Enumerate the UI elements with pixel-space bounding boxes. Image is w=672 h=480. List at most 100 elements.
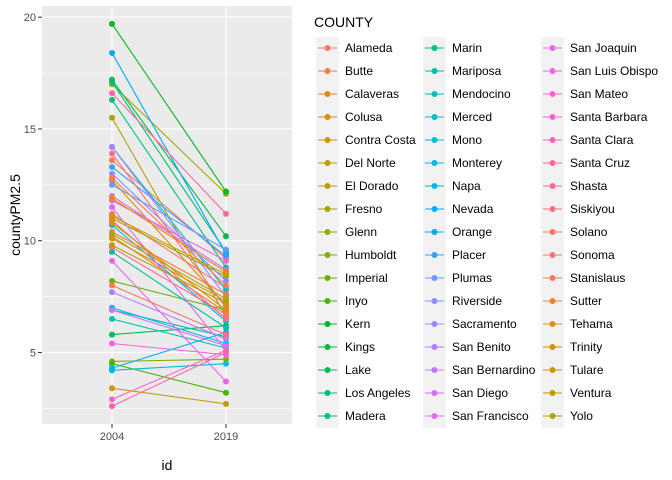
legend-label: San Joaquin: [570, 41, 637, 55]
series-line: [111, 166, 227, 257]
legend-key-point: [549, 413, 556, 419]
legend-item: Lake: [316, 359, 371, 382]
legend-key-point: [324, 390, 331, 396]
legend-key-point: [324, 160, 331, 166]
series-line: [111, 331, 227, 369]
legend-item: Mariposa: [423, 60, 502, 83]
legend-label: Glenn: [345, 225, 377, 239]
series-line: [111, 251, 227, 329]
data-point: [109, 157, 115, 164]
series-line: [111, 244, 227, 304]
data-point: [109, 248, 115, 255]
legend-item: San Francisco: [423, 405, 529, 428]
data-point: [109, 396, 115, 403]
data-point: [223, 246, 229, 253]
legend-item: Del Norte: [316, 152, 396, 175]
series-placer: [109, 163, 229, 260]
legend-key-point: [431, 321, 438, 327]
legend-key-point: [431, 367, 438, 373]
legend-item: Glenn: [316, 221, 377, 244]
legend-key-point: [324, 229, 331, 235]
legend-key-point: [324, 298, 331, 304]
legend-item: San Luis Obispo: [541, 60, 658, 83]
legend-label: San Francisco: [452, 409, 529, 423]
series-line: [111, 224, 227, 322]
legend-key-point: [431, 137, 438, 143]
legend-label: Riverside: [452, 294, 502, 308]
series-stanislaus: [109, 175, 229, 289]
data-point: [223, 400, 229, 407]
data-point: [109, 331, 115, 338]
legend-key-point: [324, 275, 331, 281]
legend-key-point: [549, 275, 556, 281]
legend-label: Plumas: [452, 271, 492, 285]
data-point: [223, 331, 229, 338]
y-tick-label: 5: [30, 347, 36, 359]
data-point: [109, 235, 115, 242]
legend-key-point: [431, 183, 438, 189]
legend-label: Tehama: [570, 317, 613, 331]
legend-key-point: [549, 160, 556, 166]
legend-key-point: [549, 344, 556, 350]
series-line: [111, 215, 227, 275]
legend-label: Tulare: [570, 363, 604, 377]
series-line: [111, 291, 227, 340]
legend-label: Stanislaus: [570, 271, 625, 285]
data-point: [223, 291, 229, 298]
series-line: [111, 307, 227, 345]
legend-title: COUNTY: [314, 14, 374, 30]
data-point: [109, 49, 115, 56]
data-point: [109, 219, 115, 226]
legend-key-point: [324, 137, 331, 143]
series-line: [111, 146, 227, 297]
series-line: [111, 284, 227, 336]
legend-label: Orange: [452, 225, 492, 239]
series-line: [111, 318, 227, 349]
legend-label: Mariposa: [452, 64, 502, 78]
legend-key-point: [549, 45, 556, 51]
legend-key-point: [549, 91, 556, 97]
legend-label: Santa Cruz: [570, 156, 630, 170]
legend-label: Madera: [345, 409, 386, 423]
legend-key-point: [549, 298, 556, 304]
legend-label: Merced: [452, 110, 492, 124]
legend-item: Mono: [423, 129, 482, 152]
legend-item: Los Angeles: [316, 382, 410, 405]
legend-item: Placer: [423, 244, 486, 267]
legend-key-point: [324, 252, 331, 258]
data-point: [223, 295, 229, 302]
data-point: [223, 389, 229, 396]
series-line: [111, 177, 227, 286]
legend-key-point: [324, 367, 331, 373]
x-tick-label: 2004: [100, 431, 124, 443]
data-point: [109, 360, 115, 367]
data-point: [109, 231, 115, 237]
data-point: [223, 349, 229, 356]
data-point: [109, 204, 115, 211]
legend-item: Plumas: [423, 267, 492, 290]
data-point: [109, 163, 115, 170]
data-point: [109, 242, 115, 249]
legend-label: Monterey: [452, 156, 502, 170]
legend-item: Orange: [423, 221, 492, 244]
series-san-diego: [109, 307, 229, 349]
data-point: [109, 257, 115, 264]
legend-label: Butte: [345, 64, 373, 78]
legend-key-point: [549, 367, 556, 373]
legend-label: San Luis Obispo: [570, 64, 658, 78]
legend-key-point: [324, 68, 331, 74]
data-point: [223, 315, 229, 322]
data-point: [223, 360, 229, 367]
legend-item: Solano: [541, 221, 608, 244]
legend-key-point: [549, 321, 556, 327]
legend-label: Imperial: [345, 271, 388, 285]
legend-item: Kings: [316, 336, 375, 359]
legend-label: Shasta: [570, 179, 608, 193]
legend-key-point: [431, 344, 438, 350]
legend-item: Humboldt: [316, 244, 397, 267]
legend-key-point: [324, 413, 331, 419]
series-line: [111, 231, 227, 295]
legend-item: Tehama: [541, 313, 613, 336]
data-point: [109, 385, 115, 392]
